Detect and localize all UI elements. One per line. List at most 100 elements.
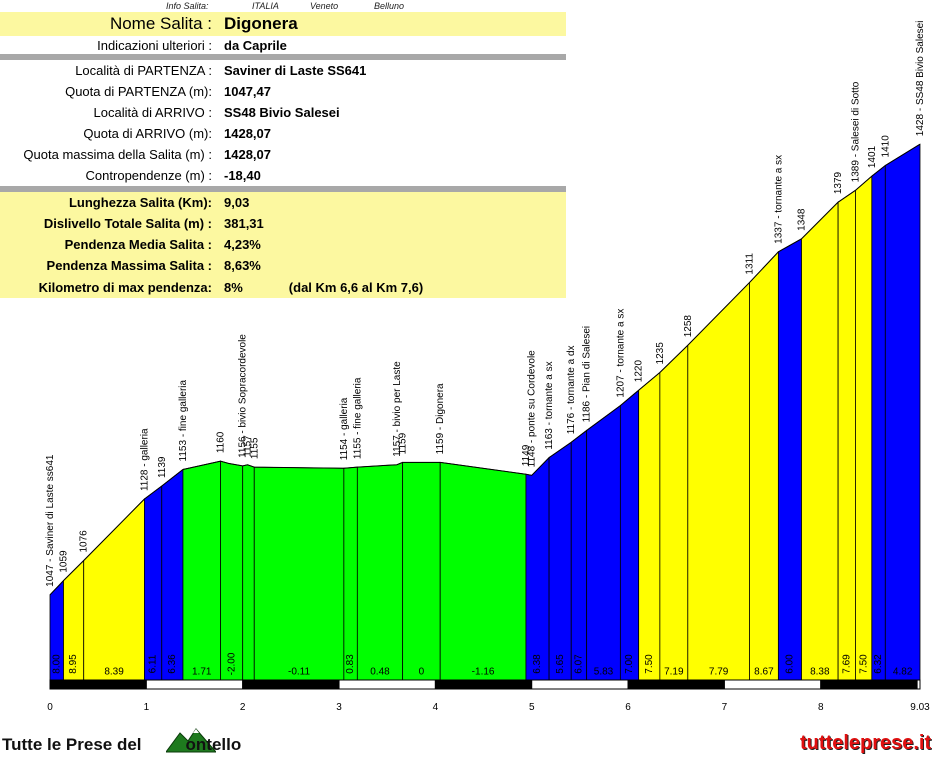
segment-grade-label: 6.00 bbox=[785, 654, 796, 674]
footer-website[interactable]: tutteleprese.it bbox=[800, 732, 932, 754]
profile-segment-15 bbox=[570, 429, 588, 681]
profile-segment-26 bbox=[871, 164, 886, 681]
profile-annotation: 1220 bbox=[634, 360, 645, 383]
row-max-altitude: Quota massima della Salita (m) : 1428,07 bbox=[0, 144, 566, 165]
km-scale-segment bbox=[531, 679, 629, 690]
profile-segment-14 bbox=[548, 441, 572, 681]
segment-grade-label: 7.50 bbox=[644, 654, 655, 674]
profile-annotation: 1153 - fine galleria bbox=[178, 379, 189, 461]
profile-outline bbox=[49, 143, 921, 596]
profile-annotation: 1348 bbox=[796, 208, 807, 231]
km-tick-labels: 0 1 2 3 4 5 6 7 8 9.03 bbox=[47, 702, 930, 713]
profile-annotation: 1156 - bivio Sopracordevole bbox=[238, 334, 249, 458]
km-scale-segment bbox=[338, 679, 436, 690]
segment-grade-label: 8.38 bbox=[810, 667, 830, 678]
max-gradient-label: Pendenza Massima Salita : bbox=[46, 258, 212, 273]
profile-segment-20 bbox=[687, 281, 750, 681]
profile-annotation: 1401 bbox=[867, 145, 878, 168]
profile-annotation: 1128 - galleria bbox=[139, 428, 150, 491]
profile-annotation: 1157 bbox=[243, 435, 254, 457]
km-scale-segment bbox=[145, 679, 244, 690]
profile-annotation: 1059 bbox=[58, 550, 69, 573]
km-scale-segment bbox=[723, 679, 822, 690]
segment-grade-label: 7.19 bbox=[664, 667, 684, 678]
row-length: Lunghezza Salita (Km): 9,03 bbox=[0, 192, 566, 213]
km-tick-label: 7 bbox=[722, 702, 728, 713]
profile-annotation: 1428 - SS48 Bivio Salesei bbox=[915, 21, 926, 137]
max-km-label: Kilometro di max pendenza: bbox=[38, 279, 212, 295]
profile-annotation: 1410 bbox=[880, 135, 891, 158]
profile-annotation: 1159 bbox=[398, 432, 409, 454]
profile-segment-24 bbox=[837, 189, 856, 681]
km-tick-label: 4 bbox=[433, 702, 439, 713]
segment-grade-label: 0.48 bbox=[370, 667, 390, 678]
row-climb-name: Nome Salita : Digonera bbox=[0, 12, 566, 36]
profile-segment-10 bbox=[356, 461, 404, 681]
info-region: Veneto bbox=[310, 1, 339, 11]
max-gradient-value: 8,63% bbox=[224, 258, 261, 273]
segment-grade-label: 7.69 bbox=[841, 654, 852, 674]
length-value: 9,03 bbox=[224, 195, 250, 210]
profile-annotation: 1176 - tornante a dx bbox=[566, 345, 577, 434]
km-tick-label: 6 bbox=[625, 702, 631, 713]
row-details: Indicazioni ulteriori : da Caprile bbox=[0, 36, 566, 54]
row-counter-slope: Contropendenze (m) : -18,40 bbox=[0, 165, 566, 186]
start-altitude-label: Quota di PARTENZA (m): bbox=[65, 84, 212, 99]
km-tick-label: 2 bbox=[240, 702, 246, 713]
row-max-km: Kilometro di max pendenza: 8% (dal Km 6,… bbox=[0, 276, 566, 298]
profile-segment-18 bbox=[638, 371, 661, 681]
segment-grade-label: 5.83 bbox=[594, 667, 614, 678]
max-altitude-value: 1428,07 bbox=[224, 147, 271, 162]
segment-grade-label: 6.07 bbox=[574, 654, 585, 674]
profile-segment-4 bbox=[161, 468, 184, 681]
end-altitude-value: 1428,07 bbox=[224, 126, 271, 141]
length-label: Lunghezza Salita (Km): bbox=[68, 195, 212, 210]
info-header: Info Salita: ITALIA Veneto Belluno bbox=[0, 0, 566, 12]
profile-segment-2 bbox=[83, 498, 145, 681]
profile-segment-13 bbox=[525, 456, 550, 681]
profile-annotation: 1389 - Salesei di Sotto bbox=[850, 81, 861, 182]
separator bbox=[0, 186, 566, 192]
mountain-logo-icon bbox=[166, 728, 216, 753]
profile-annotation: 1379 bbox=[833, 171, 844, 194]
profile-segment-3 bbox=[144, 485, 163, 681]
segment-grade-label: -2.00 bbox=[226, 652, 237, 675]
max-km-value: 8% bbox=[224, 279, 243, 295]
profile-segment-9 bbox=[343, 466, 358, 681]
footer-brand-text: Tutte le Prese del bbox=[2, 735, 142, 754]
segment-grade-label: 0.83 bbox=[345, 654, 356, 674]
segment-grade-label: 7.79 bbox=[709, 667, 729, 678]
profile-segment-21 bbox=[749, 250, 779, 681]
profile-annotation: 1163 - tornante a sx bbox=[544, 361, 555, 449]
km-scale-segment bbox=[242, 679, 340, 690]
row-start-altitude: Quota di PARTENZA (m): 1047,47 bbox=[0, 81, 566, 102]
segment-grade-label: -1.16 bbox=[472, 667, 495, 678]
max-km-range: (dal Km 6,6 al Km 7,6) bbox=[288, 279, 424, 295]
profile-annotations: 1047 - Saviner di Laste ss641 1059 1076 112… bbox=[45, 21, 926, 587]
km-scale-segment bbox=[434, 679, 533, 690]
profile-annotation: 1149 bbox=[521, 444, 532, 466]
profile-segment-23 bbox=[801, 201, 839, 681]
profile-annotation: 1076 bbox=[79, 530, 90, 553]
profile-annotation: 1148 - ponte su Cordevole bbox=[527, 350, 538, 468]
profile-segment-22 bbox=[777, 238, 802, 681]
profile-annotation: 1155 - fine galleria bbox=[352, 377, 363, 459]
end-place-label: Località di ARRIVO : bbox=[93, 105, 213, 120]
profile-segment-8 bbox=[253, 466, 345, 681]
end-altitude-label: Quota di ARRIVO (m): bbox=[83, 126, 212, 141]
profile-annotation: 1235 bbox=[655, 342, 666, 365]
km-tick-label: 1 bbox=[144, 702, 150, 713]
segment-grade-label: 8.39 bbox=[104, 667, 124, 678]
profile-segment-5 bbox=[182, 460, 221, 681]
segment-grade-label: 7.00 bbox=[624, 654, 635, 674]
km-scale-segment bbox=[820, 679, 918, 690]
segment-grade-label: 5.65 bbox=[555, 654, 566, 674]
segment-grade-label: 6.32 bbox=[873, 654, 884, 674]
km-tick-label: 3 bbox=[336, 702, 342, 713]
row-elevation-gain: Dislivello Totale Salita (m) : 381,31 bbox=[0, 213, 566, 234]
km-scale-segment bbox=[49, 679, 147, 690]
profile-annotation: 1337 - tornante a sx bbox=[773, 155, 784, 244]
profile-annotation: 1258 bbox=[683, 315, 694, 338]
segment-grade-label: 6.38 bbox=[532, 654, 543, 674]
